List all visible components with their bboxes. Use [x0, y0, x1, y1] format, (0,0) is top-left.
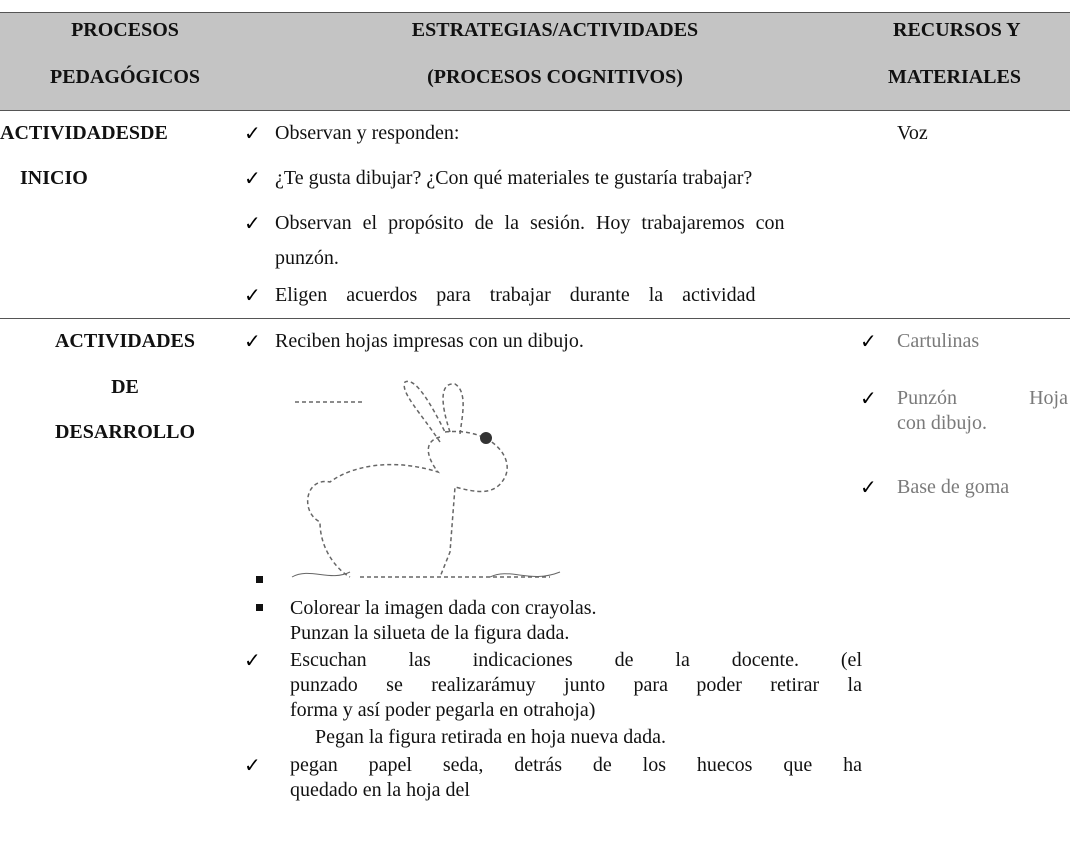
activity: ¿Te gusta dibujar? ¿Con qué materiales t…	[275, 167, 753, 189]
header: ESTRATEGIAS/ACTIVIDADES	[411, 19, 699, 41]
activity: Escuchan las indicaciones de la docente.…	[290, 649, 862, 671]
activity: Observan el propósito de la sesión. Hoy …	[275, 212, 785, 234]
process: ACTIVIDADESDE	[0, 122, 168, 144]
resource: Base de goma	[897, 476, 1010, 498]
header: RECURSOS Y	[893, 19, 1021, 41]
resource: Punzón Hoja	[897, 387, 1068, 409]
bullet	[256, 604, 263, 611]
check: ✓	[860, 386, 877, 410]
check: ✓	[244, 166, 261, 190]
rule	[0, 110, 1070, 111]
activity: Reciben hojas impresas con un dibujo.	[275, 330, 584, 352]
header: (PROCESOS COGNITIVOS)	[427, 66, 683, 88]
resource: Cartulinas	[897, 330, 980, 352]
process: ACTIVIDADES	[54, 330, 196, 352]
check: ✓	[860, 475, 877, 499]
bullet	[256, 576, 263, 583]
header: PROCESOS	[71, 19, 179, 41]
rule	[0, 12, 1070, 13]
activity: forma y así poder pegarla en otrahoja)	[290, 699, 596, 721]
header: MATERIALES	[888, 66, 1021, 88]
check: ✓	[244, 121, 261, 145]
activity: Eligen acuerdos para trabajar durante la…	[275, 284, 756, 306]
activity: pegan papel seda, detrás de los huecos q…	[290, 754, 862, 776]
process: DESARROLLO	[54, 421, 196, 443]
rabbit-image	[291, 380, 561, 578]
activity: Observan y responden:	[275, 122, 460, 144]
activity: Colorear la imagen dada con crayolas.	[290, 597, 597, 619]
process: DE	[111, 376, 139, 398]
check: ✓	[244, 753, 261, 777]
check: ✓	[244, 648, 261, 672]
resource: con dibujo.	[897, 412, 987, 434]
rule	[0, 318, 1070, 319]
process: INICIO	[20, 167, 88, 189]
resource: Voz	[897, 122, 928, 144]
activity: Pegan la figura retirada en hoja nueva d…	[315, 726, 666, 748]
header-bg	[0, 12, 1070, 110]
activity: punzado se realizarámuy junto para poder…	[290, 674, 862, 696]
activity: punzón.	[275, 247, 339, 269]
check: ✓	[860, 329, 877, 353]
check: ✓	[244, 211, 261, 235]
check: ✓	[244, 283, 261, 307]
check: ✓	[244, 329, 261, 353]
activity: Punzan la silueta de la figura dada.	[290, 622, 570, 644]
activity: quedado en la hoja del	[290, 779, 470, 801]
header: PEDAGÓGICOS	[49, 66, 201, 88]
